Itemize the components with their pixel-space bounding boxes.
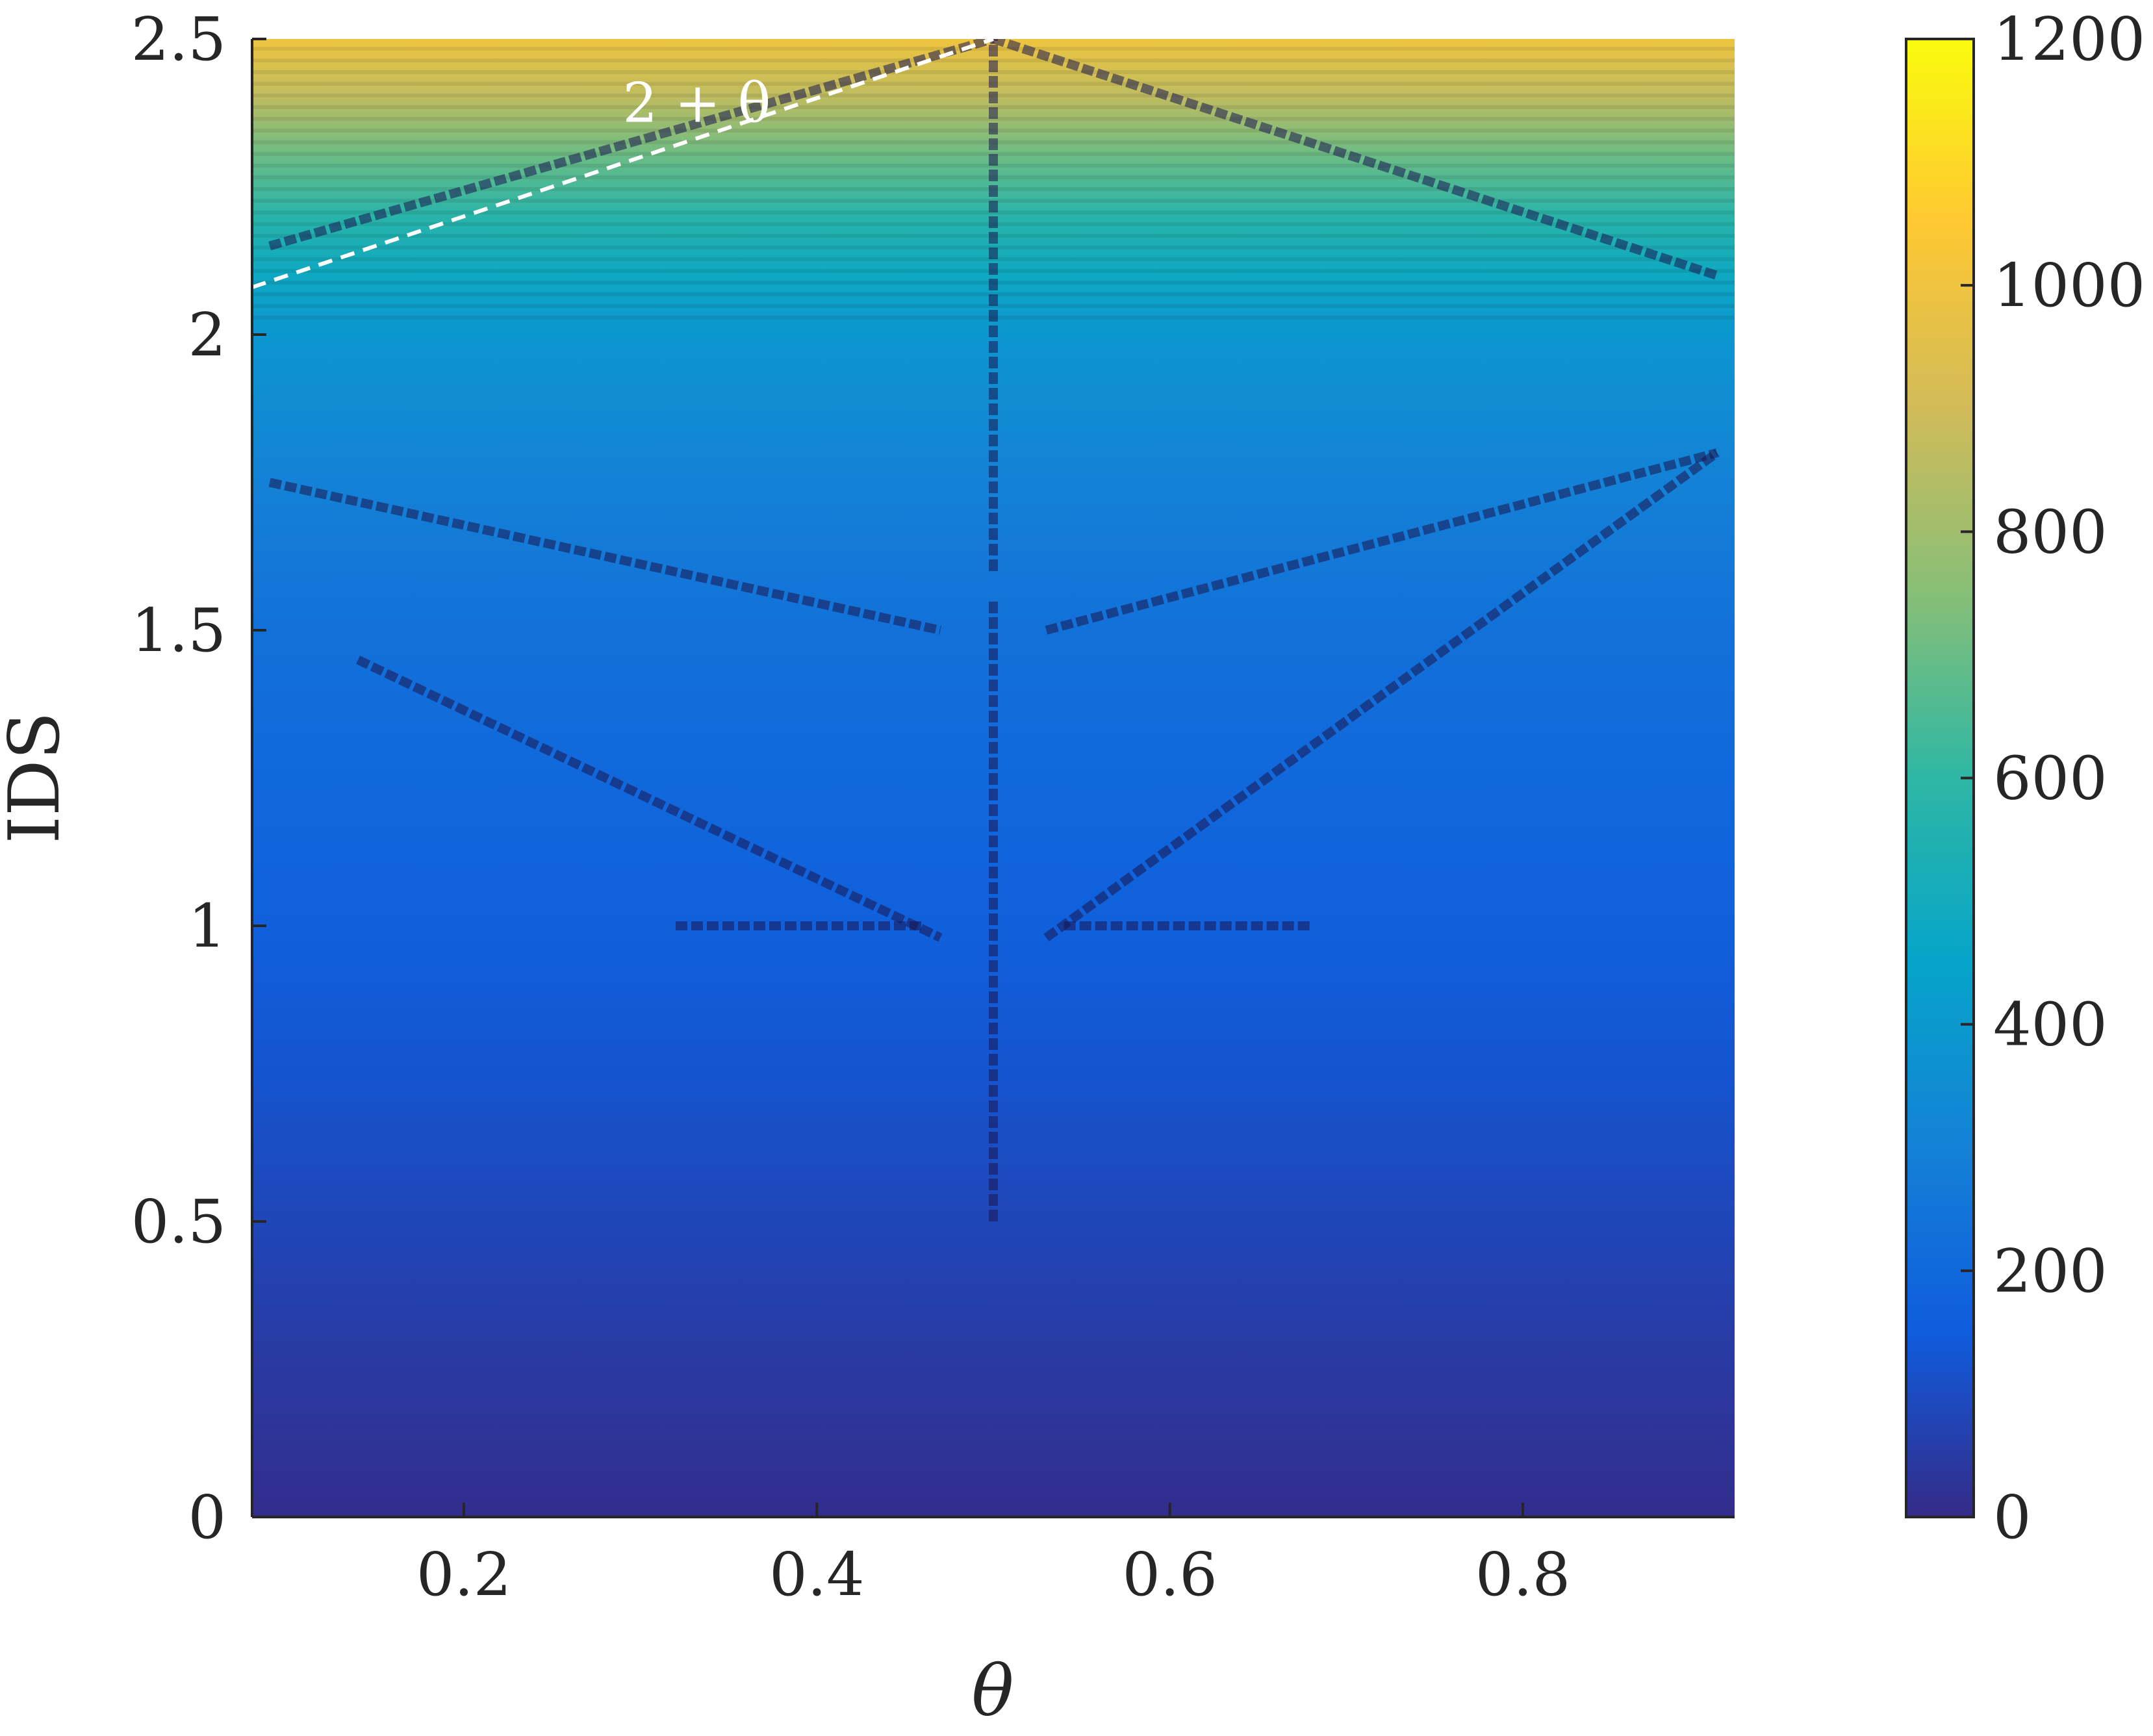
y-tick-label: 2.5 <box>131 5 226 74</box>
colorbar-tick-label: 400 <box>1993 990 2108 1060</box>
y-ticks: 0 0.5 1 1.5 2 2.5 <box>131 5 266 1552</box>
y-tick-label: 1.5 <box>131 596 226 665</box>
gap-line <box>991 39 1719 280</box>
colorbar-tick-label: 1200 <box>1993 5 2145 74</box>
colorbar-tick-label: 200 <box>1993 1236 2108 1306</box>
gap-line <box>1045 448 1718 635</box>
plot-area: 2 + θ <box>251 37 1735 1517</box>
x-axis-label: θ <box>971 1651 1013 1732</box>
colorbar-tick-label: 1000 <box>1993 251 2145 320</box>
y-tick-label: 1 <box>188 891 226 961</box>
colorbar: 0 200 400 600 800 1000 1200 <box>1905 5 2145 1552</box>
y-tick-label: 0 <box>188 1483 226 1552</box>
colorbar-ticks: 0 200 400 600 800 1000 1200 <box>1961 5 2145 1552</box>
x-tick-label: 0.8 <box>1475 1540 1570 1609</box>
y-axis-label: IDS <box>0 711 75 843</box>
gap-line <box>1043 449 1720 941</box>
gap-line <box>355 656 943 942</box>
y-tick-label: 2 <box>188 300 226 370</box>
spectral-gap-lines <box>268 39 1720 1221</box>
gap-line <box>268 39 995 251</box>
colorbar-tick-label: 800 <box>1993 497 2108 567</box>
x-tick-label: 0.6 <box>1123 1540 1217 1609</box>
reference-line-annotation: 2 + θ <box>623 71 771 134</box>
reference-dashed-line <box>251 37 994 290</box>
x-tick-label: 0.2 <box>416 1540 511 1609</box>
colorbar-tick-label: 600 <box>1993 744 2108 813</box>
x-ticks: 0.2 0.4 0.6 0.8 <box>416 1503 1570 1609</box>
colorbar-tick-label: 0 <box>1993 1483 2032 1552</box>
axes: 0.2 0.4 0.6 0.8 0 0.5 1 1.5 2 2.5 <box>131 5 1735 1609</box>
gap-line <box>268 478 942 635</box>
y-tick-label: 0.5 <box>131 1187 226 1257</box>
x-tick-label: 0.4 <box>769 1540 864 1609</box>
